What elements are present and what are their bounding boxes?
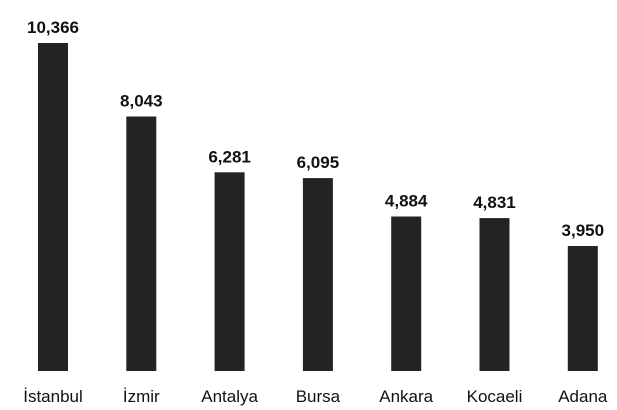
category-label-antalya: Antalya	[201, 387, 258, 406]
category-label-izmir: İzmir	[123, 387, 160, 406]
value-label-istanbul: 10,366	[27, 18, 79, 37]
value-label-ankara: 4,884	[385, 192, 428, 211]
category-label-istanbul: İstanbul	[23, 387, 83, 406]
value-label-izmir: 8,043	[120, 92, 163, 111]
bars-group	[38, 43, 598, 371]
value-label-kocaeli: 4,831	[473, 193, 516, 212]
bar-antalya	[214, 172, 245, 371]
bar-kocaeli	[479, 218, 510, 371]
bar-ankara	[391, 216, 422, 371]
category-label-kocaeli: Kocaeli	[467, 387, 523, 406]
bar-bursa	[302, 178, 333, 371]
value-labels-group: 10,366 8,043 6,281 6,095 4,884 4,831 3,950	[27, 18, 604, 240]
category-label-adana: Adana	[558, 387, 608, 406]
bar-istanbul	[38, 43, 68, 371]
value-label-adana: 3,950	[562, 221, 605, 240]
value-label-bursa: 6,095	[297, 153, 340, 172]
bar-izmir	[126, 116, 157, 371]
category-label-bursa: Bursa	[296, 387, 341, 406]
value-label-antalya: 6,281	[208, 147, 251, 166]
category-labels-group: İstanbul İzmir Antalya Bursa Ankara Kocaeli Ad…	[23, 387, 608, 406]
bar-adana	[567, 246, 598, 371]
category-label-ankara: Ankara	[379, 387, 433, 406]
